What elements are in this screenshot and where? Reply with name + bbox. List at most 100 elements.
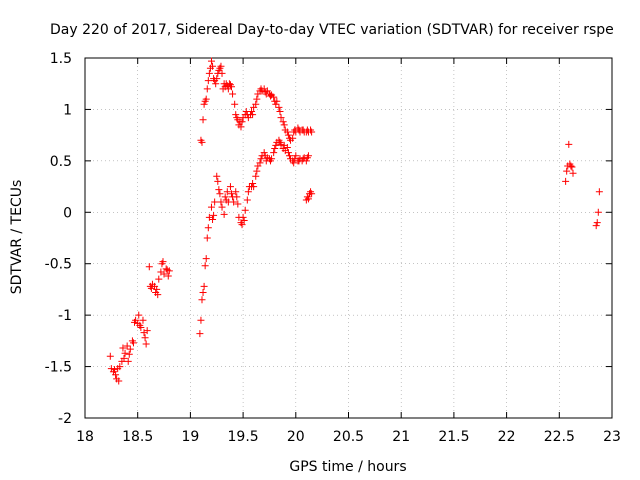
data-point [268, 155, 276, 163]
data-point [226, 183, 234, 191]
data-point [199, 289, 207, 297]
data-point [199, 116, 207, 124]
data-point [205, 69, 213, 77]
data-point [116, 363, 124, 371]
data-point [203, 85, 211, 93]
data-point [277, 114, 285, 122]
x-tick-label: 21 [392, 429, 410, 445]
data-point [233, 193, 241, 201]
x-tick-label: 19 [181, 429, 199, 445]
data-point [139, 316, 147, 324]
data-point [137, 323, 145, 331]
data-point [267, 92, 275, 100]
data-point [112, 371, 120, 379]
data-point [243, 196, 251, 204]
data-point [276, 107, 284, 115]
data-point [285, 152, 293, 160]
data-point [594, 208, 602, 216]
data-point [308, 128, 316, 136]
data-point [160, 270, 168, 278]
data-point [228, 83, 236, 91]
data-point [567, 162, 575, 170]
data-point [256, 159, 264, 167]
data-point [253, 167, 261, 175]
data-point [202, 95, 210, 103]
data-point [196, 330, 204, 338]
data-point [220, 210, 228, 218]
data-point [155, 275, 163, 283]
y-tick-label: 1.5 [50, 51, 72, 67]
data-point [200, 282, 208, 290]
data-point [592, 222, 600, 230]
data-point [280, 121, 288, 129]
data-point [207, 203, 215, 211]
data-point [218, 203, 226, 211]
data-point [283, 143, 291, 151]
tick-marks [84, 57, 613, 419]
data-point [238, 221, 246, 229]
data-point [232, 111, 240, 119]
data-point [284, 131, 292, 139]
data-point [562, 177, 570, 185]
x-tick-label: 20 [287, 429, 305, 445]
data-point [231, 100, 239, 108]
data-point [270, 149, 278, 157]
x-tick-label: 23 [603, 429, 621, 445]
x-tick-label: 18.5 [122, 429, 153, 445]
data-point [142, 340, 150, 348]
x-tick-labels: 18 18.5 19 19.5 20 20.5 21 21.5 22 22.5 23 [76, 429, 621, 445]
data-point [237, 123, 245, 131]
x-tick-label: 18 [76, 429, 94, 445]
data-point [302, 157, 310, 165]
data-point [260, 149, 268, 157]
data-point [250, 183, 258, 191]
data-point [111, 366, 119, 374]
data-point [213, 172, 221, 180]
y-axis-label: SDTVAR / TECUs [9, 180, 25, 295]
data-point [290, 159, 298, 167]
data-point [125, 350, 133, 358]
data-point [234, 200, 242, 208]
data-point [141, 334, 149, 342]
data-point [197, 316, 205, 324]
data-point [218, 69, 226, 77]
data-point [215, 186, 223, 194]
data-point [238, 118, 246, 126]
data-point [569, 169, 577, 177]
data-point [241, 206, 249, 214]
data-point [145, 263, 153, 271]
data-point [126, 345, 134, 353]
y-tick-label: -1 [58, 308, 72, 324]
data-point [159, 258, 167, 266]
data-point [595, 188, 603, 196]
data-point [252, 100, 260, 108]
data-point [270, 93, 278, 101]
data-point [568, 163, 576, 171]
data-point [228, 190, 236, 198]
data-point [272, 100, 280, 108]
chart-title: Day 220 of 2017, Sidereal Day-to-day VTE… [50, 22, 614, 38]
data-point [223, 188, 231, 196]
data-point [304, 195, 312, 203]
data-point [212, 80, 220, 88]
y-tick-label: 0.5 [50, 154, 72, 170]
data-point [123, 342, 131, 350]
x-axis-label: GPS time / hours [289, 459, 406, 475]
data-point [283, 128, 291, 136]
data-point [204, 77, 212, 85]
data-point [209, 215, 217, 223]
data-point [249, 179, 257, 187]
data-point [308, 190, 316, 198]
data-point [135, 311, 143, 319]
data-point [277, 140, 285, 148]
data-points [106, 57, 603, 385]
data-point [284, 149, 292, 157]
data-point [249, 111, 257, 119]
y-tick-label: -2 [58, 411, 72, 427]
x-tick-label: 21.5 [438, 429, 469, 445]
data-point [565, 140, 573, 148]
data-point [289, 134, 297, 142]
data-point [121, 349, 129, 357]
data-point [217, 62, 225, 70]
